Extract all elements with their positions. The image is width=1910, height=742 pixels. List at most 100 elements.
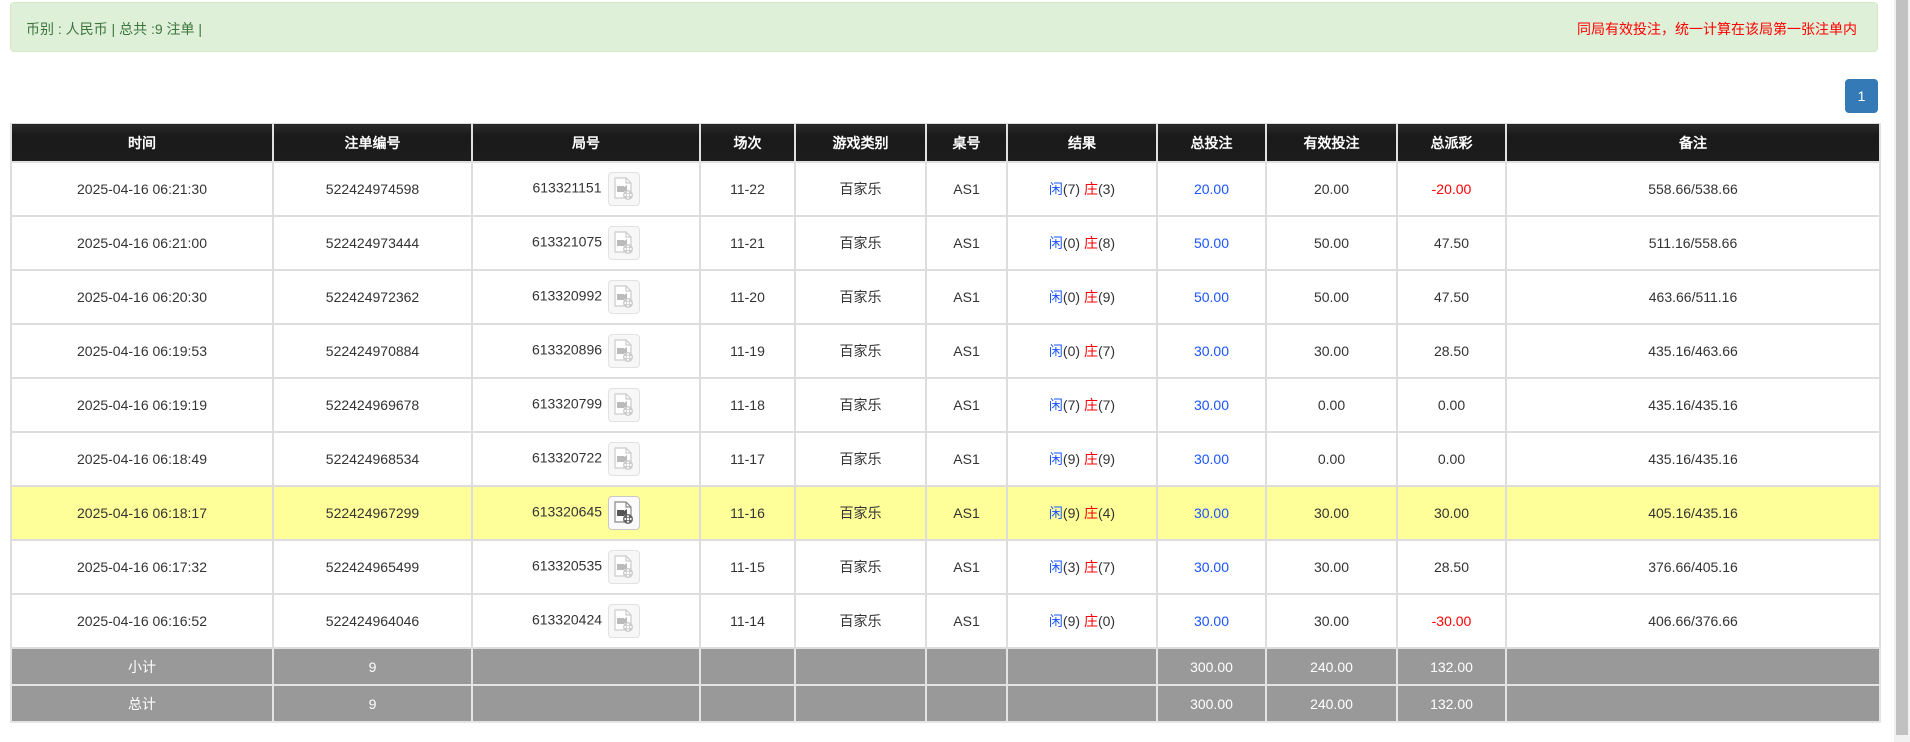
round-number: 613320896	[531, 341, 603, 358]
total-bet-cell: 30.00	[1156, 377, 1267, 433]
player-score: (0)	[1062, 343, 1081, 359]
column-header-bet-id: 注单编号	[272, 123, 473, 163]
grand-total-row: 总计 9 300.00 240.00 132.00	[10, 684, 1881, 723]
valid-bet-cell: 50.00	[1265, 269, 1398, 325]
banker-label: 庄	[1083, 343, 1098, 359]
summary-count: 9	[272, 684, 473, 723]
time-cell: 2025-04-16 06:20:30	[10, 269, 274, 325]
column-header-note: 备注	[1505, 123, 1881, 163]
payout-cell: 28.50	[1396, 539, 1507, 595]
player-score: (9)	[1062, 613, 1081, 629]
video-replay-icon[interactable]	[608, 388, 641, 422]
same-round-notice: 同局有效投注，统一计算在该局第一张注单内	[1577, 21, 1857, 37]
summary-payout: 132.00	[1396, 647, 1507, 686]
bet-id-cell: 522424970884	[272, 323, 473, 379]
game-type-cell: 百家乐	[794, 593, 927, 649]
result-cell: 闲(9) 庄(4)	[1006, 485, 1158, 541]
table-no-cell: AS1	[925, 377, 1008, 433]
table-no-cell: AS1	[925, 269, 1008, 325]
video-replay-icon[interactable]	[608, 280, 641, 314]
result-cell: 闲(0) 庄(7)	[1006, 323, 1158, 379]
round-number: 613321075	[531, 233, 603, 250]
bet-records-table: 时间 注单编号 局号 场次 游戏类别 桌号 结果 总投注 有效投注 总派彩 备注 2025-04-1…	[10, 123, 1881, 723]
result-cell: 闲(9) 庄(9)	[1006, 431, 1158, 487]
game-type-cell: 百家乐	[794, 161, 927, 217]
player-label: 闲	[1048, 235, 1063, 251]
session-cell: 11-16	[699, 485, 796, 541]
player-label: 闲	[1048, 181, 1063, 197]
subtotal-row: 小计 9 300.00 240.00 132.00	[10, 647, 1881, 686]
player-score: (9)	[1062, 451, 1081, 467]
table-row: 2025-04-16 06:17:32 522424965499 6133205…	[10, 539, 1881, 595]
note-cell: 406.66/376.66	[1505, 593, 1881, 649]
bet-id-cell: 522424964046	[272, 593, 473, 649]
video-replay-icon[interactable]	[608, 442, 641, 476]
note-cell: 435.16/463.66	[1505, 323, 1881, 379]
banker-score: (4)	[1097, 505, 1116, 521]
session-cell: 11-14	[699, 593, 796, 649]
player-score: (7)	[1062, 397, 1081, 413]
column-header-total-bet: 总投注	[1156, 123, 1267, 163]
video-replay-icon[interactable]	[607, 172, 640, 206]
banker-label: 庄	[1083, 289, 1098, 305]
note-cell: 463.66/511.16	[1505, 269, 1881, 325]
video-replay-icon[interactable]	[608, 226, 641, 260]
valid-bet-cell: 50.00	[1265, 215, 1398, 271]
valid-bet-cell: 0.00	[1265, 431, 1398, 487]
valid-bet-cell: 30.00	[1265, 485, 1398, 541]
scrollbar-thumb[interactable]	[1896, 0, 1908, 735]
banker-label: 庄	[1083, 559, 1098, 575]
table-row: 2025-04-16 06:21:30 522424974598 6133211…	[10, 161, 1881, 217]
player-label: 闲	[1048, 289, 1063, 305]
banker-score: (0)	[1097, 613, 1116, 629]
round-cell: 613321151	[471, 161, 701, 217]
page-1-button[interactable]: 1	[1845, 79, 1878, 113]
table-no-cell: AS1	[925, 485, 1008, 541]
session-cell: 11-22	[699, 161, 796, 217]
video-replay-icon[interactable]	[608, 604, 641, 638]
table-header-row: 时间 注单编号 局号 场次 游戏类别 桌号 结果 总投注 有效投注 总派彩 备注	[10, 123, 1881, 163]
time-cell: 2025-04-16 06:21:00	[10, 215, 274, 271]
result-cell: 闲(3) 庄(7)	[1006, 539, 1158, 595]
game-type-cell: 百家乐	[794, 431, 927, 487]
table-no-cell: AS1	[925, 593, 1008, 649]
result-cell: 闲(7) 庄(3)	[1006, 161, 1158, 217]
column-header-table-no: 桌号	[925, 123, 1008, 163]
summary-valid-bet: 240.00	[1265, 684, 1398, 723]
total-bet-cell: 30.00	[1156, 485, 1267, 541]
total-bet-cell: 50.00	[1156, 215, 1267, 271]
result-cell: 闲(0) 庄(9)	[1006, 269, 1158, 325]
column-header-session: 场次	[699, 123, 796, 163]
game-type-cell: 百家乐	[794, 377, 927, 433]
player-label: 闲	[1048, 505, 1063, 521]
table-no-cell: AS1	[925, 323, 1008, 379]
time-cell: 2025-04-16 06:18:49	[10, 431, 274, 487]
time-cell: 2025-04-16 06:21:30	[10, 161, 274, 217]
summary-label: 总计	[10, 684, 274, 723]
summary-payout: 132.00	[1396, 684, 1507, 723]
bet-id-cell: 522424974598	[272, 161, 473, 217]
video-replay-icon[interactable]	[608, 550, 641, 584]
table-row: 2025-04-16 06:19:53 522424970884 6133208…	[10, 323, 1881, 379]
vertical-scrollbar[interactable]	[1894, 0, 1910, 742]
note-cell: 405.16/435.16	[1505, 485, 1881, 541]
column-header-valid-bet: 有效投注	[1265, 123, 1398, 163]
time-cell: 2025-04-16 06:16:52	[10, 593, 274, 649]
valid-bet-cell: 30.00	[1265, 593, 1398, 649]
payout-cell: -20.00	[1396, 161, 1507, 217]
player-label: 闲	[1048, 397, 1063, 413]
total-bet-cell: 50.00	[1156, 269, 1267, 325]
round-cell: 613320645	[471, 485, 701, 541]
round-number: 613320992	[531, 287, 603, 304]
video-replay-icon[interactable]	[608, 334, 641, 368]
column-header-round: 局号	[471, 123, 701, 163]
valid-bet-cell: 20.00	[1265, 161, 1398, 217]
table-row: 2025-04-16 06:18:49 522424968534 6133207…	[10, 431, 1881, 487]
player-label: 闲	[1048, 613, 1063, 629]
round-cell: 613320992	[471, 269, 701, 325]
video-replay-icon[interactable]	[608, 496, 641, 530]
session-cell: 11-20	[699, 269, 796, 325]
payout-cell: 28.50	[1396, 323, 1507, 379]
column-header-game-type: 游戏类别	[794, 123, 927, 163]
round-cell: 613320896	[471, 323, 701, 379]
